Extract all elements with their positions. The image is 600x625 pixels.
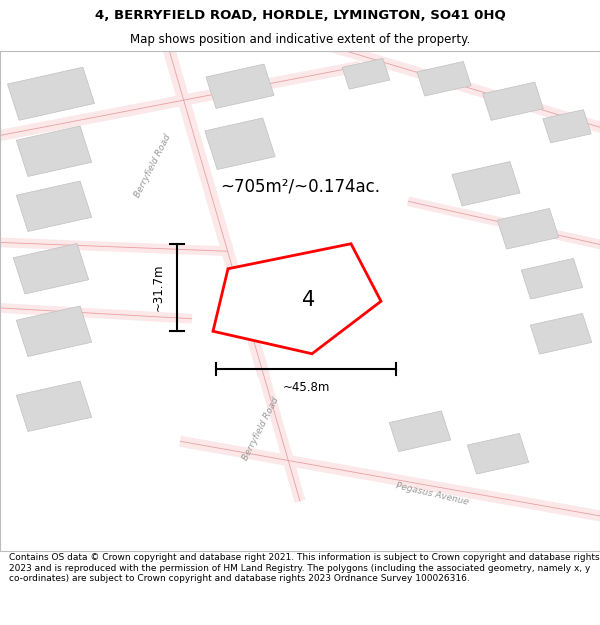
Text: Map shows position and indicative extent of the property.: Map shows position and indicative extent… [130,34,470,46]
Polygon shape [530,314,592,354]
Polygon shape [543,109,591,143]
Polygon shape [482,82,544,121]
Text: Berryfield Road: Berryfield Road [241,396,281,462]
Polygon shape [13,244,89,294]
Polygon shape [205,118,275,169]
Polygon shape [8,68,94,120]
Polygon shape [16,381,92,431]
Polygon shape [342,58,390,89]
Polygon shape [521,259,583,299]
Text: Pegasus Avenue: Pegasus Avenue [395,481,469,506]
Polygon shape [467,434,529,474]
Polygon shape [452,162,520,206]
Polygon shape [389,411,451,451]
Polygon shape [213,244,381,354]
Polygon shape [417,61,471,96]
Polygon shape [16,306,92,356]
Polygon shape [16,181,92,231]
Polygon shape [497,209,559,249]
Text: Berryfield Road: Berryfield Road [133,133,173,199]
Text: ~705m²/~0.174ac.: ~705m²/~0.174ac. [220,177,380,195]
Text: Contains OS data © Crown copyright and database right 2021. This information is : Contains OS data © Crown copyright and d… [9,554,599,583]
Polygon shape [16,126,92,176]
Text: ~45.8m: ~45.8m [283,381,329,394]
Polygon shape [206,64,274,108]
Text: 4, BERRYFIELD ROAD, HORDLE, LYMINGTON, SO41 0HQ: 4, BERRYFIELD ROAD, HORDLE, LYMINGTON, S… [95,9,505,22]
Text: 4: 4 [302,290,316,310]
Text: ~31.7m: ~31.7m [151,264,164,311]
